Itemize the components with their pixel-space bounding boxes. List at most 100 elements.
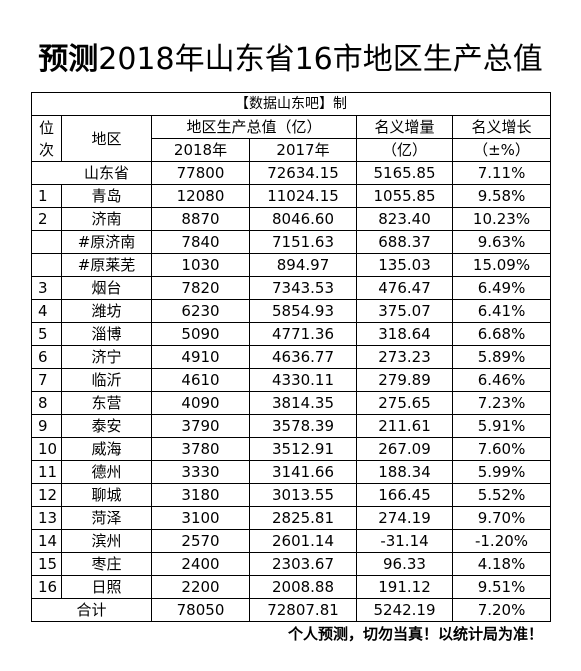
region-cell: 东营 bbox=[61, 391, 152, 415]
gdp-2018-cell: 3330 bbox=[151, 460, 250, 484]
growth-cell: 9.63% bbox=[451, 230, 552, 254]
gdp-table: 【数据山东吧】制 位次 地区 地区生产总值（亿） 名义增量 名义增长 2018年… bbox=[30, 92, 552, 622]
increase-cell: 188.34 bbox=[356, 460, 453, 484]
growth-cell: 6.49% bbox=[451, 276, 552, 300]
table-row: 7 临沂 4610 4330.11 279.89 6.46% bbox=[31, 368, 552, 392]
gdp-2017-cell: 7151.63 bbox=[249, 230, 357, 254]
gdp-2017-cell: 4771.36 bbox=[249, 322, 357, 346]
region-cell: 淄博 bbox=[61, 322, 152, 346]
increase-cell: 1055.85 bbox=[356, 184, 453, 208]
gdp-2018-cell: 2200 bbox=[151, 575, 250, 599]
page-title: 预测2018年山东省16市地区生产总值 bbox=[0, 40, 581, 80]
table-row: 3 烟台 7820 7343.53 476.47 6.49% bbox=[31, 276, 552, 300]
gdp-2017-cell: 3141.66 bbox=[249, 460, 357, 484]
table-row: 1 青岛 12080 11024.15 1055.85 9.58% bbox=[31, 184, 552, 208]
header-2017: 2017年 bbox=[249, 138, 357, 162]
increase-cell: 476.47 bbox=[356, 276, 453, 300]
gdp-2018-cell: 8870 bbox=[151, 207, 250, 231]
header-rank: 位次 bbox=[31, 115, 62, 162]
rank-cell: 10 bbox=[31, 437, 62, 461]
increase-cell: 273.23 bbox=[356, 345, 453, 369]
gdp-2017-cell: 11024.15 bbox=[249, 184, 357, 208]
increase-cell: 191.12 bbox=[356, 575, 453, 599]
rank-cell: 6 bbox=[31, 345, 62, 369]
table-row: 4 潍坊 6230 5854.93 375.07 6.41% bbox=[31, 299, 552, 323]
growth-cell: 5.91% bbox=[451, 414, 552, 438]
gdp-2018-cell: 4910 bbox=[151, 345, 250, 369]
region-cell: 聊城 bbox=[61, 483, 152, 507]
rank-cell bbox=[31, 253, 62, 277]
growth-cell: 5.52% bbox=[451, 483, 552, 507]
gdp-2018-cell: 12080 bbox=[151, 184, 250, 208]
increase-cell: 823.40 bbox=[356, 207, 453, 231]
gdp-2018-cell: 4610 bbox=[151, 368, 250, 392]
growth-cell: 6.41% bbox=[451, 299, 552, 323]
growth-cell: 7.23% bbox=[451, 391, 552, 415]
gdp-2018-cell: 3790 bbox=[151, 414, 250, 438]
increase-cell: 267.09 bbox=[356, 437, 453, 461]
gdp-2017-cell: 7343.53 bbox=[249, 276, 357, 300]
title-rest: 2018年山东省16市地区生产总值 bbox=[98, 42, 543, 77]
increase-cell: 274.19 bbox=[356, 506, 453, 530]
total-2017: 72807.81 bbox=[249, 598, 357, 622]
table-row: 10 威海 3780 3512.91 267.09 7.60% bbox=[31, 437, 552, 461]
region-cell: 日照 bbox=[61, 575, 152, 599]
gdp-2018-cell: 2400 bbox=[151, 552, 250, 576]
header-increase: 名义增量 bbox=[356, 115, 453, 139]
rank-cell: 3 bbox=[31, 276, 62, 300]
rank-cell: 8 bbox=[31, 391, 62, 415]
growth-cell: 9.58% bbox=[451, 184, 552, 208]
gdp-2018-cell: 5090 bbox=[151, 322, 250, 346]
rank-cell: 11 bbox=[31, 460, 62, 484]
growth-cell: 9.70% bbox=[451, 506, 552, 530]
title-bold: 预测 bbox=[38, 42, 99, 77]
increase-cell: -31.14 bbox=[356, 529, 453, 553]
table-row: 2 济南 8870 8046.60 823.40 10.23% bbox=[31, 207, 552, 231]
province-growth: 7.11% bbox=[451, 161, 552, 185]
province-increase: 5165.85 bbox=[356, 161, 453, 185]
growth-cell: 5.99% bbox=[451, 460, 552, 484]
gdp-2018-cell: 7840 bbox=[151, 230, 250, 254]
rank-cell: 13 bbox=[31, 506, 62, 530]
increase-cell: 275.65 bbox=[356, 391, 453, 415]
region-cell: 青岛 bbox=[61, 184, 152, 208]
rank-cell: 2 bbox=[31, 207, 62, 231]
region-cell: 威海 bbox=[61, 437, 152, 461]
gdp-2017-cell: 4636.77 bbox=[249, 345, 357, 369]
gdp-2018-cell: 3100 bbox=[151, 506, 250, 530]
table-row: 9 泰安 3790 3578.39 211.61 5.91% bbox=[31, 414, 552, 438]
increase-cell: 318.64 bbox=[356, 322, 453, 346]
gdp-2018-cell: 4090 bbox=[151, 391, 250, 415]
region-cell: 临沂 bbox=[61, 368, 152, 392]
total-label: 合计 bbox=[31, 598, 152, 622]
increase-cell: 688.37 bbox=[356, 230, 453, 254]
region-cell: 烟台 bbox=[61, 276, 152, 300]
footer-note: 个人预测，切勿当真！以统计局为准！ bbox=[287, 625, 543, 643]
gdp-2017-cell: 3013.55 bbox=[249, 483, 357, 507]
total-row: 合计 78050 72807.81 5242.19 7.20% bbox=[31, 598, 552, 622]
table-row: 14 滨州 2570 2601.14 -31.14 -1.20% bbox=[31, 529, 552, 553]
growth-cell: 5.89% bbox=[451, 345, 552, 369]
increase-cell: 279.89 bbox=[356, 368, 453, 392]
growth-cell: 10.23% bbox=[451, 207, 552, 231]
gdp-2017-cell: 2825.81 bbox=[249, 506, 357, 530]
gdp-2017-cell: 4330.11 bbox=[249, 368, 357, 392]
table-row: 5 淄博 5090 4771.36 318.64 6.68% bbox=[31, 322, 552, 346]
table-row: #原莱芜 1030 894.97 135.03 15.09% bbox=[31, 253, 552, 277]
increase-cell: 211.61 bbox=[356, 414, 453, 438]
source-note: 【数据山东吧】制 bbox=[30, 92, 552, 116]
rank-cell: 15 bbox=[31, 552, 62, 576]
table-row: 16 日照 2200 2008.88 191.12 9.51% bbox=[31, 575, 552, 599]
rank-cell: 7 bbox=[31, 368, 62, 392]
gdp-2017-cell: 3512.91 bbox=[249, 437, 357, 461]
table-row: 8 东营 4090 3814.35 275.65 7.23% bbox=[31, 391, 552, 415]
increase-cell: 96.33 bbox=[356, 552, 453, 576]
growth-cell: 6.68% bbox=[451, 322, 552, 346]
rank-cell bbox=[31, 230, 62, 254]
header-region: 地区 bbox=[61, 115, 152, 162]
gdp-2017-cell: 3814.35 bbox=[249, 391, 357, 415]
growth-cell: 9.51% bbox=[451, 575, 552, 599]
region-cell: 济南 bbox=[61, 207, 152, 231]
gdp-2017-cell: 2601.14 bbox=[249, 529, 357, 553]
rank-cell: 12 bbox=[31, 483, 62, 507]
